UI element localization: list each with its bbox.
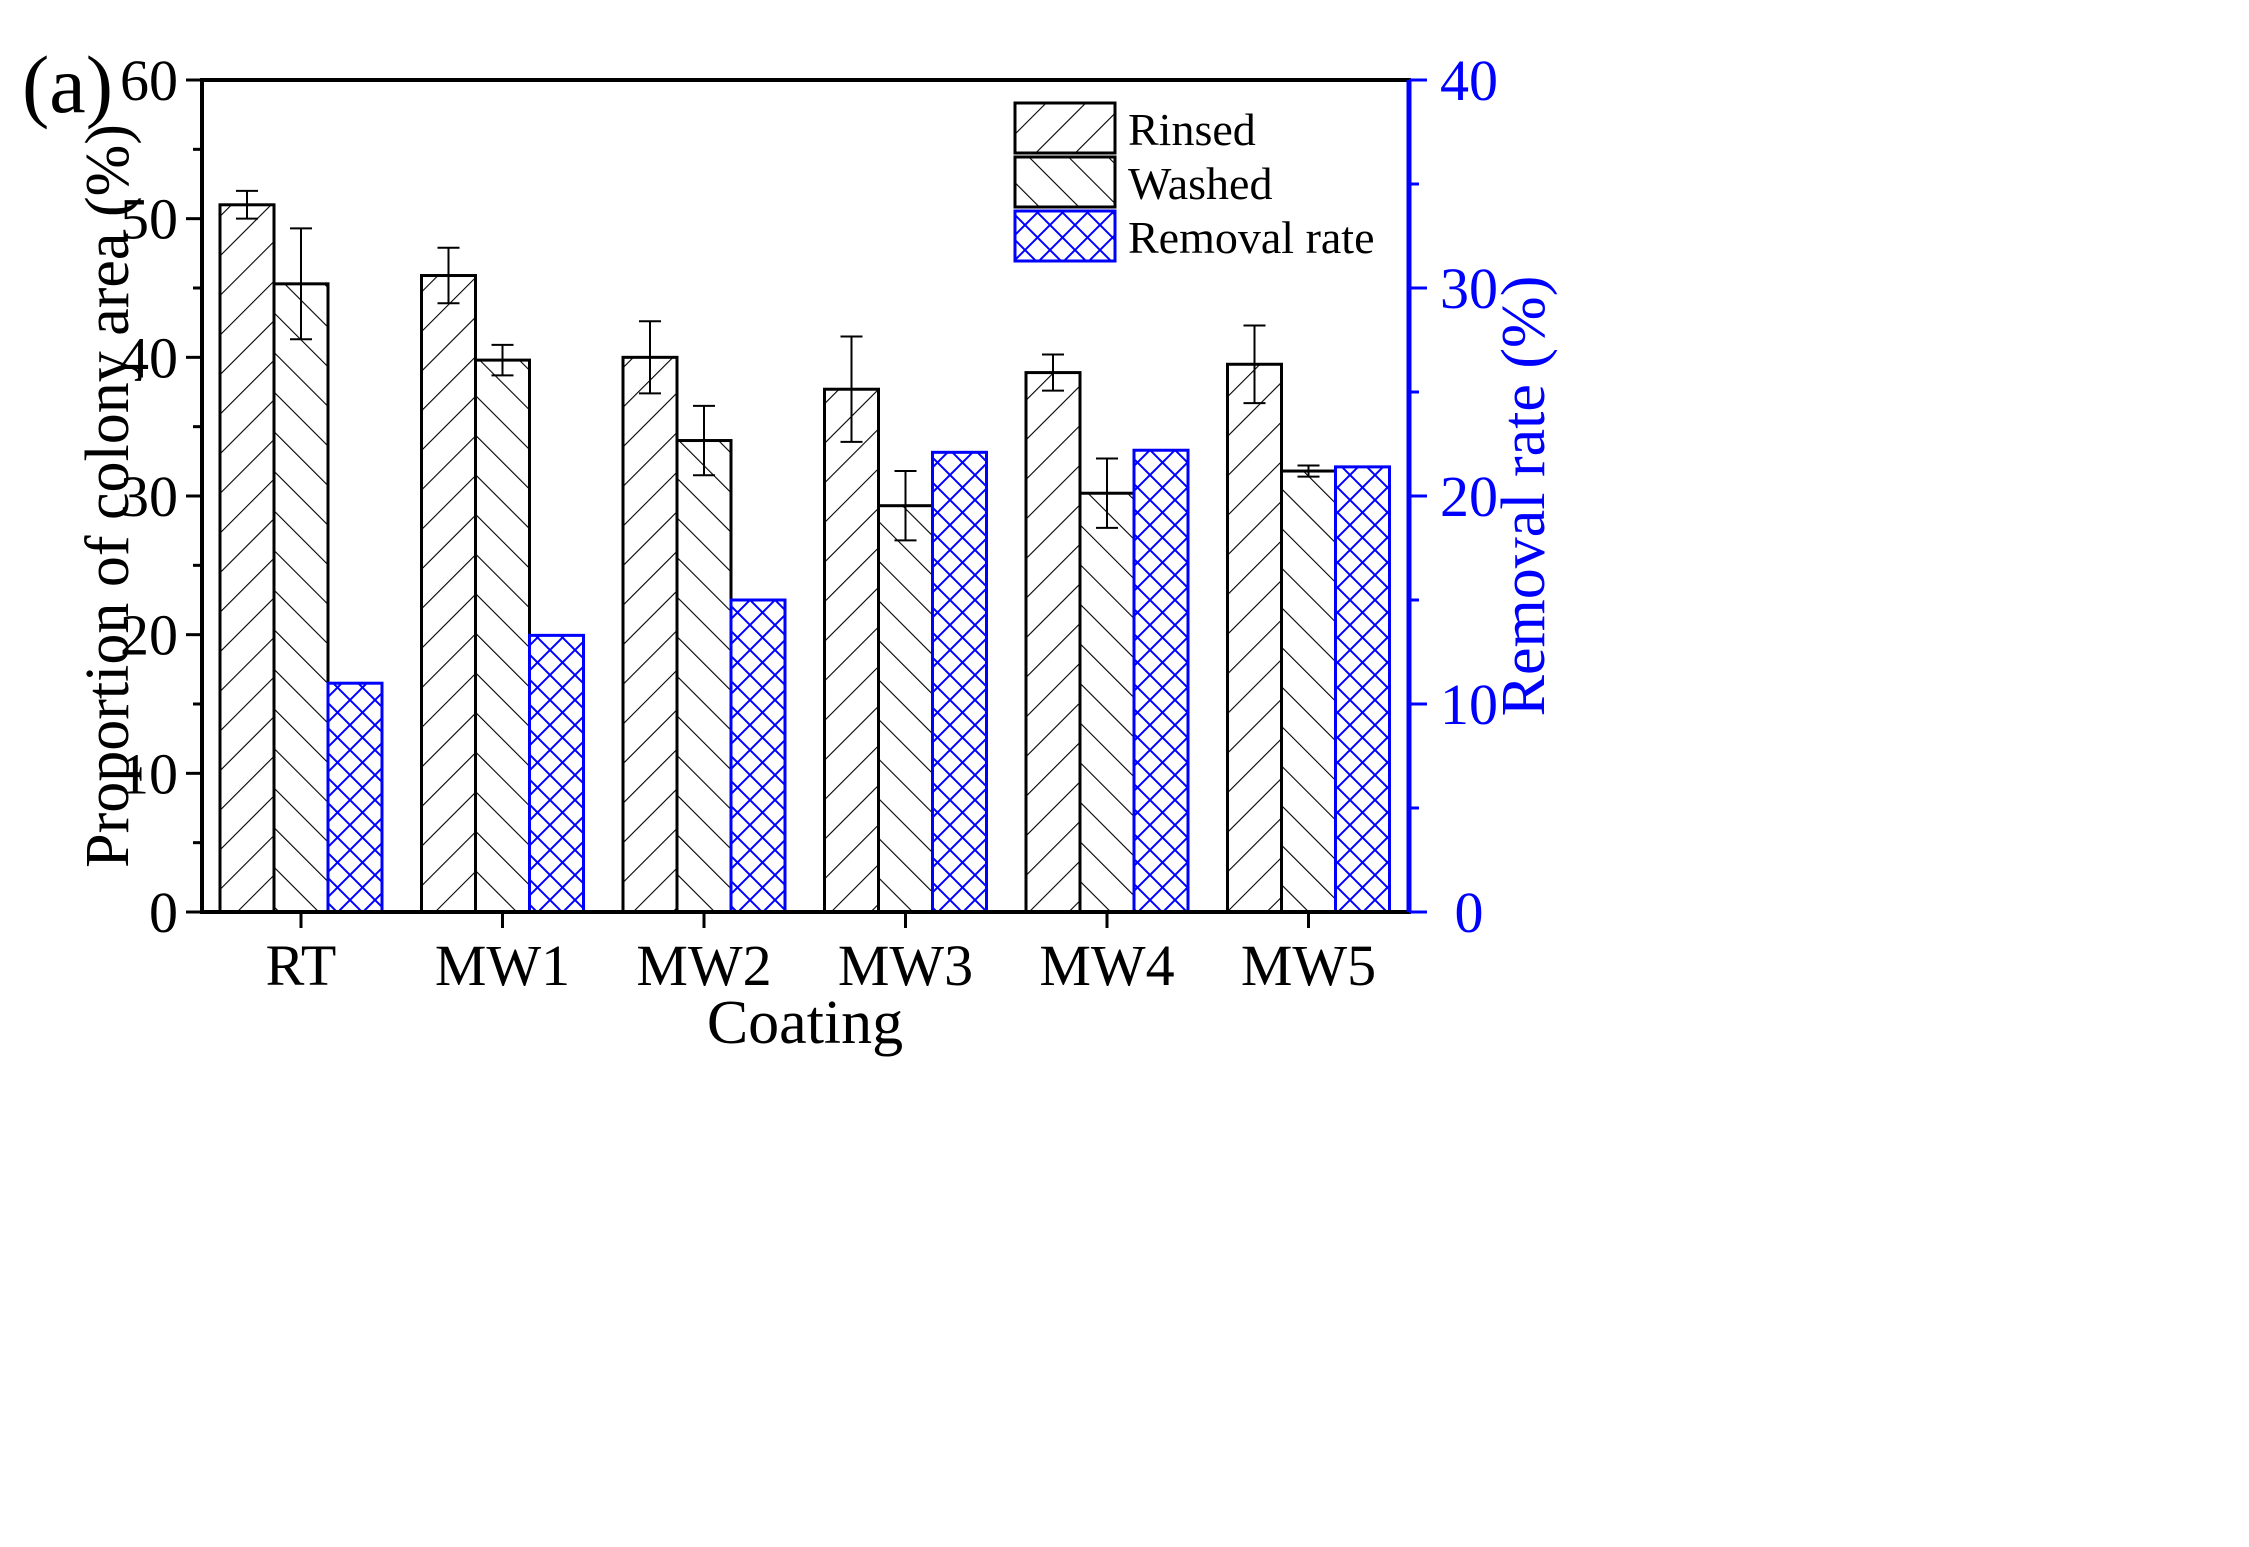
y-tick-label: 10: [120, 741, 178, 806]
x-tick-label: MW1: [435, 933, 570, 998]
legend-label-rinsed: Rinsed: [1128, 104, 1256, 155]
error-bars-layer: [236, 189, 1320, 542]
error-bar-rinsed-rt: [236, 189, 258, 220]
bar-washed-mw3: [877, 504, 934, 914]
x-tick-label: MW2: [636, 933, 771, 998]
y-tick-label: 0: [149, 880, 178, 945]
axis-layer: RT MW1 MW2 MW3 MW4 MW5 0 10 20 30 40 50 60 0 10 20 30 40: [120, 48, 1498, 998]
panel-label: (a): [22, 39, 113, 130]
bar-removal-rate-mw5: [1334, 465, 1391, 914]
legend-label-washed: Washed: [1128, 158, 1272, 209]
legend: Rinsed Washed Removal rate: [1013, 101, 1375, 263]
bar-rinsed-mw5: [1226, 362, 1283, 914]
error-bar-washed-mw1: [491, 343, 514, 377]
y2-tick-label: 20: [1440, 464, 1498, 529]
error-bar-rinsed-mw2: [639, 320, 661, 395]
error-bar-washed-mw3: [894, 470, 917, 542]
bar-removal-rate-mw1: [528, 633, 585, 914]
bar-washed-mw5: [1280, 469, 1337, 914]
y-tick-label: 50: [120, 187, 178, 252]
legend-swatch-removal-rate: [1013, 209, 1117, 263]
bar-rinsed-mw4: [1024, 371, 1082, 914]
legend-swatch-rinsed: [1013, 101, 1117, 155]
bar-washed-mw1: [474, 358, 531, 914]
y2-tick-label: 40: [1440, 48, 1498, 113]
bar-rinsed-mw1: [420, 274, 477, 914]
error-bar-washed-mw2: [693, 404, 715, 477]
bars-layer: [218, 203, 1391, 914]
bar-washed-mw4: [1078, 491, 1136, 914]
bar-removal-rate-rt: [326, 681, 384, 914]
x-axis-title: Coating: [707, 989, 903, 1057]
y-tick-label: 20: [120, 603, 178, 668]
error-bar-rinsed-mw3: [840, 335, 863, 443]
y2-axis-title: Removal rate (%): [1490, 276, 1558, 717]
bar-rinsed-mw3: [823, 387, 880, 914]
y-axis-title: Proportion of colony area (%): [74, 124, 142, 868]
y2-tick-label: 30: [1440, 256, 1498, 321]
y2-tick-label: 10: [1440, 672, 1498, 737]
error-bar-rinsed-mw5: [1243, 324, 1266, 405]
error-bar-washed-mw5: [1297, 464, 1320, 478]
bar-removal-rate-mw2: [729, 598, 787, 914]
x-tick-label: MW3: [838, 933, 973, 998]
bar-washed-mw2: [675, 439, 733, 914]
x-tick-label: MW4: [1039, 933, 1174, 998]
y2-tick-label: 0: [1455, 880, 1484, 945]
y-tick-label: 30: [120, 464, 178, 529]
bar-rinsed-mw2: [621, 355, 679, 914]
error-bar-washed-mw4: [1096, 457, 1118, 529]
error-bar-rinsed-mw4: [1042, 353, 1064, 392]
error-bar-rinsed-mw1: [437, 246, 460, 305]
bar-removal-rate-mw4: [1132, 448, 1190, 914]
error-bar-washed-rt: [290, 227, 312, 341]
x-tick-label: MW5: [1241, 933, 1376, 998]
legend-swatch-washed: [1013, 155, 1117, 209]
bar-washed-rt: [272, 282, 330, 914]
x-tick-label: RT: [266, 933, 337, 998]
y-tick-label: 60: [120, 48, 178, 113]
bar-rinsed-rt: [218, 203, 276, 914]
y-tick-label: 40: [120, 325, 178, 390]
bar-removal-rate-mw3: [931, 450, 988, 914]
legend-label-removal-rate: Removal rate: [1128, 212, 1375, 263]
